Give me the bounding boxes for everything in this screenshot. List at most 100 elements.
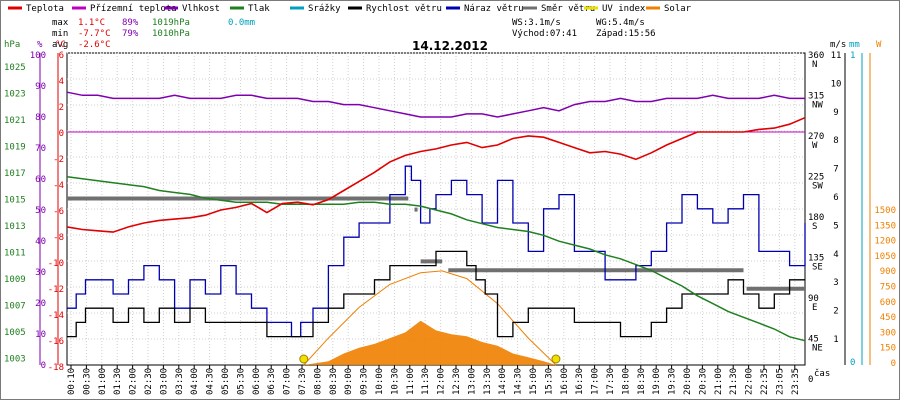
x-tick-label: 10:30	[390, 368, 400, 395]
hpa-unit: hPa	[4, 40, 20, 50]
stats-wg: WG:5.4m/s	[596, 18, 645, 28]
stats-min-press: 1010hPa	[152, 29, 190, 39]
pct-tick: 10	[35, 330, 46, 340]
x-tick-label: 12:00	[437, 368, 447, 395]
x-tick-label: 17:30	[606, 368, 616, 395]
x-tick-label: 18:00	[621, 368, 631, 395]
x-tick-label: 11:30	[421, 368, 431, 395]
legend-label: Vlhkost	[182, 4, 220, 14]
x-tick-label: 09:00	[344, 368, 354, 395]
pct-tick: 60	[35, 175, 46, 185]
pressure-line	[66, 176, 806, 342]
w-tick: 600	[880, 298, 896, 308]
x-tick-label: 08:30	[329, 368, 339, 395]
temperature-line	[66, 116, 806, 233]
pct-unit: %	[37, 40, 43, 50]
x-tick-label: 07:00	[283, 368, 293, 395]
temp-tick: 4	[59, 77, 64, 87]
x-tick-label: 13:30	[483, 368, 493, 395]
temp-tick: -18	[48, 363, 64, 373]
dir-tick: 315	[808, 92, 824, 102]
solar-clear-sky-curve	[303, 270, 557, 366]
temp-tick: -14	[48, 311, 64, 321]
stats-ws: WS:3.1m/s	[512, 18, 561, 28]
dir-tick: 225	[808, 173, 824, 183]
dir-tick-label: NE	[812, 344, 823, 354]
hpa-tick: 1025	[4, 63, 26, 73]
hpa-tick: 1007	[4, 302, 26, 312]
ms-tick: 2	[833, 307, 838, 317]
x-tick-label: 08:00	[313, 368, 323, 395]
dir-tick: 90	[808, 294, 819, 304]
dir-tick: 180	[808, 213, 824, 223]
legend-label: Teplota	[26, 4, 64, 14]
hpa-tick: 1017	[4, 169, 26, 179]
w-tick: 150	[880, 344, 896, 354]
x-tick-label: 21:30	[729, 368, 739, 395]
x-tick-label: 12:30	[452, 368, 462, 395]
x-axis-label: čas	[814, 368, 830, 379]
x-tick-label: 23:05	[775, 368, 785, 395]
temp-tick: -16	[48, 337, 64, 347]
uv-index-marker	[551, 354, 561, 364]
dir-tick: 45	[808, 335, 819, 345]
w-tick: 0	[891, 359, 896, 369]
ms-tick: 9	[833, 108, 838, 118]
stats-min-label: min	[52, 29, 68, 39]
ms-tick: 7	[833, 165, 838, 175]
x-tick-label: 05:30	[236, 368, 246, 395]
humidity-line	[66, 91, 805, 118]
pct-tick: 90	[35, 82, 46, 92]
ms-tick: 8	[833, 136, 838, 146]
temp-tick: -2	[53, 155, 64, 165]
stats-max-hum: 89%	[122, 18, 139, 28]
x-tick-label: 22:35	[760, 368, 770, 395]
x-tick-label: 00:10	[67, 368, 77, 395]
pct-tick: 0	[41, 361, 46, 371]
stats-min-temp: -7.7°C	[78, 29, 111, 39]
solar-area	[303, 320, 556, 365]
hpa-tick: 1003	[4, 355, 26, 365]
w-tick: 1050	[874, 252, 896, 262]
w-tick: 900	[880, 267, 896, 277]
dir-tick-label: S	[812, 222, 817, 232]
x-tick-label: 09:30	[360, 368, 370, 395]
legend-label: Solar	[664, 4, 692, 14]
temp-tick: -4	[53, 181, 64, 191]
ms-tick: 5	[833, 221, 838, 231]
dir-tick: 270	[808, 132, 824, 142]
stats-sunset: Západ:15:56	[596, 29, 656, 39]
pct-tick: 70	[35, 144, 46, 154]
ms-tick: 4	[833, 250, 838, 260]
legend-label: Srážky	[308, 4, 341, 14]
x-tick-label: 00:30	[82, 368, 92, 395]
pct-tick: 80	[35, 113, 46, 123]
w-tick: 450	[880, 313, 896, 323]
hpa-tick: 1011	[4, 249, 26, 259]
temp-tick: 2	[59, 103, 64, 113]
ms-tick: 6	[833, 193, 838, 203]
legend-label: Tlak	[248, 4, 270, 14]
temp-tick: -12	[48, 285, 64, 295]
ms-tick: 3	[833, 278, 838, 288]
stats-min-hum: 79%	[122, 29, 139, 39]
temp-tick: -8	[53, 233, 64, 243]
temp-tick: 0	[59, 129, 64, 139]
x-tick-label: 20:30	[698, 368, 708, 395]
x-tick-label: 16:30	[575, 368, 585, 395]
pct-tick: 20	[35, 299, 46, 309]
w-tick: 750	[880, 283, 896, 293]
x-tick-label: 21:00	[714, 368, 724, 395]
stats-max-temp: 1.1°C	[78, 18, 105, 28]
ms-tick: 10	[831, 79, 842, 89]
x-tick-label: 11:00	[406, 368, 416, 395]
x-tick-label: 01:00	[98, 368, 108, 395]
x-tick-label: 06:30	[267, 368, 277, 395]
hpa-tick: 1015	[4, 196, 26, 206]
x-tick-label: 20:00	[683, 368, 693, 395]
legend-label: Rychlost větru	[366, 4, 442, 14]
x-tick-label: 19:00	[652, 368, 662, 395]
x-tick-label: 18:30	[637, 368, 647, 395]
legend-label: Přízemní teplota	[90, 4, 177, 14]
